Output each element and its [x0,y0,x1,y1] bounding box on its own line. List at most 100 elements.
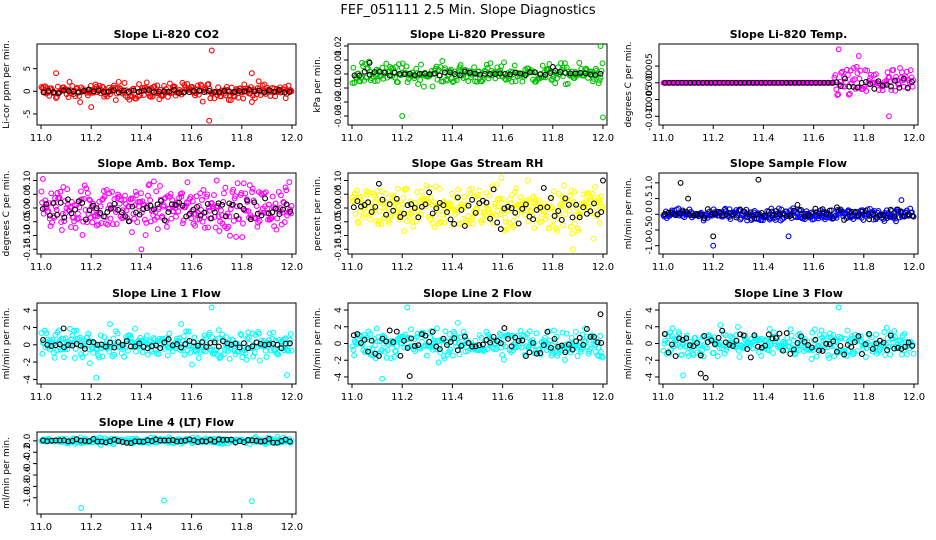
data-point [536,346,543,353]
data-point [587,208,594,215]
data-point [151,83,158,90]
series-selected [661,176,916,240]
data-point [740,345,747,351]
data-point [228,436,235,443]
plot-frame [36,43,297,126]
data-point [227,344,234,351]
data-point [97,210,104,216]
data-point [393,195,400,202]
data-point [543,347,550,354]
data-point [82,349,89,356]
data-point [875,78,882,85]
data-point [568,187,575,194]
data-point [261,343,268,350]
data-point [597,311,604,318]
data-point [451,335,458,342]
data-point [266,337,272,344]
data-point [350,346,357,353]
data-point [276,87,283,93]
x-tick-label: 11.8 [231,392,253,403]
data-point [481,208,488,215]
data-point [239,234,246,241]
data-point [821,79,828,86]
x-tick-label: 11.8 [542,133,564,144]
data-point [788,332,795,339]
data-point [155,350,162,357]
data-point [909,83,916,90]
y-tick-label: -0.010 [645,102,655,131]
data-point [669,341,675,348]
data-point [790,346,797,353]
data-point [553,225,560,232]
data-point [837,206,844,213]
x-tick-label: 11.8 [231,262,253,273]
data-point [242,350,249,357]
data-point [84,190,91,197]
data-point [429,210,436,217]
data-point [175,337,182,344]
data-point [589,190,596,197]
y-axis-label: ml/min per min. [2,437,12,509]
data-point [404,79,411,86]
data-point [838,69,845,76]
data-point [905,211,912,218]
data-point [189,361,195,368]
data-point [409,342,416,349]
data-point [249,437,256,444]
data-point [590,235,597,242]
data-point [587,68,594,75]
data-point [391,69,397,75]
data-point [900,75,907,82]
data-point [101,334,108,340]
data-point [226,200,233,207]
data-point [902,343,908,350]
y-tick-label: 0.0 [645,207,655,222]
data-point [222,184,229,191]
data-point [464,201,471,208]
data-point [120,87,127,94]
data-point [363,192,370,198]
data-point [592,183,598,190]
data-point [379,375,386,382]
data-point [596,77,603,84]
data-point [908,78,915,85]
data-point [816,210,822,217]
data-point [118,197,125,203]
data-point [574,353,581,359]
data-point [351,352,358,359]
data-point [190,206,197,213]
data-point [401,337,407,344]
y-tick-label: -0.005 [645,85,655,114]
data-point [86,339,93,346]
data-point [204,200,211,207]
data-point [150,206,157,213]
x-tick-label: 11.4 [752,133,774,144]
data-point [573,338,580,345]
data-point [796,79,802,86]
data-point [700,353,707,360]
data-point [233,212,240,219]
data-point [138,190,144,197]
series-selected [39,195,294,225]
data-point [379,196,386,203]
data-point [429,346,436,353]
data-point [45,88,52,94]
data-point [794,201,801,208]
y-axis-label: ml/min per min. [624,178,634,250]
data-point [75,89,82,96]
x-tick-label: 11.8 [542,262,564,273]
data-point [216,228,223,234]
data-point [65,438,72,445]
data-point [719,327,726,334]
data-point [468,185,475,192]
data-point [819,206,826,213]
y-tick-label: 0.0 [23,433,33,448]
data-point [755,343,761,350]
data-point [133,348,139,355]
data-point [683,79,689,86]
data-point [178,193,185,200]
data-point [515,337,522,344]
data-point [487,339,494,346]
data-point [573,201,580,208]
data-point [712,79,719,86]
